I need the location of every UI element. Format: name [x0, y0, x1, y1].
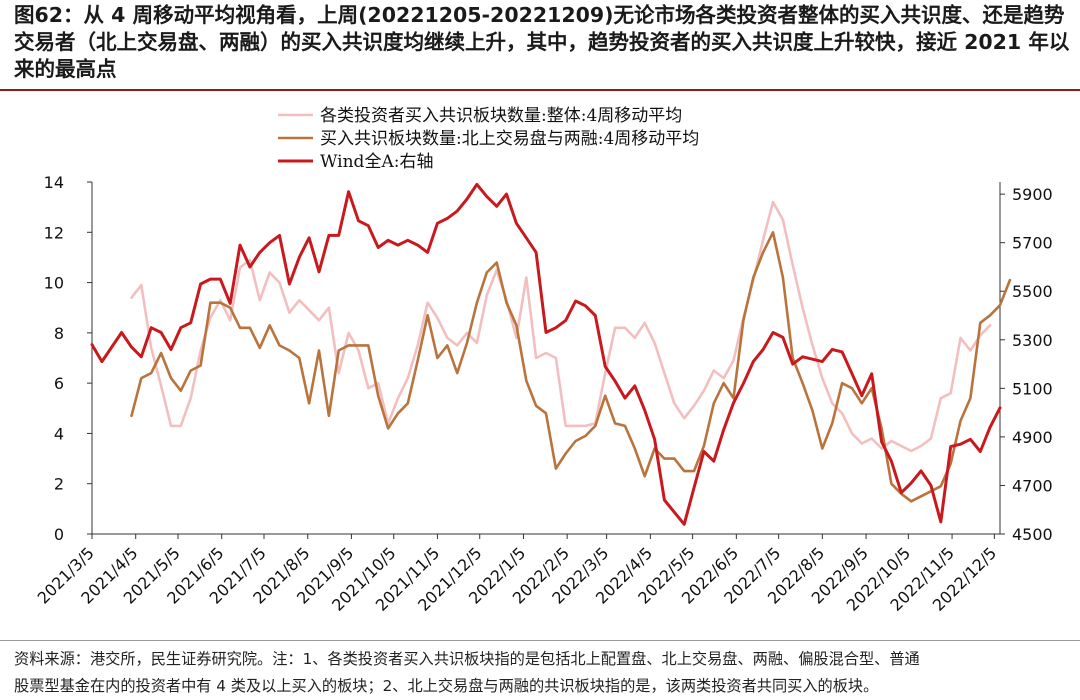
- legend: 各类投资者买入共识板块数量:整体:4周移动平均买入共识板块数量:北上交易盘与两融…: [278, 106, 699, 172]
- series-line-2: [130, 231, 1012, 503]
- series-line-1: [130, 200, 992, 453]
- left-axis-tick-label: 12: [44, 223, 64, 242]
- right-axis-tick-label: 4500: [1012, 525, 1053, 544]
- right-axis-tick-label: 5700: [1012, 234, 1053, 253]
- right-axis-tick-label: 5500: [1012, 282, 1053, 301]
- left-axis-tick-label: 0: [54, 525, 64, 544]
- right-axis-tick-label: 5900: [1012, 185, 1053, 204]
- left-axis-tick-label: 10: [44, 274, 64, 293]
- source-note: 资料来源：港交所，民生证券研究院。注：1、各类投资者买入共识板块指的是包括北上配…: [14, 646, 1074, 700]
- left-axis-tick-label: 2: [54, 475, 64, 494]
- legend-label-2: 买入共识板块数量:北上交易盘与两融:4周移动平均: [320, 129, 699, 149]
- series-layer: [90, 182, 1012, 526]
- source-line-2: 股票型基金在内的投资者中有 4 类及以上买入的板块；2、北上交易盘与两融的共识板…: [14, 677, 879, 695]
- chart-axes: 0 2 4 6 8 10 12 14 4500 4700 4900 5100 5300 5500 5700 5…: [34, 173, 1053, 615]
- right-axis-tick-label: 4900: [1012, 428, 1053, 447]
- source-line-1: 资料来源：港交所，民生证券研究院。注：1、各类投资者买入共识板块指的是包括北上配…: [14, 650, 920, 668]
- left-axis-tick-label: 8: [54, 324, 64, 343]
- left-axis-tick-label: 4: [54, 424, 64, 443]
- source-divider: [0, 640, 1080, 641]
- left-axis-tick-label: 6: [54, 374, 64, 393]
- left-axis-tick-label: 14: [44, 173, 64, 192]
- line-chart: 各类投资者买入共识板块数量:整体:4周移动平均买入共识板块数量:北上交易盘与两融…: [34, 106, 1053, 615]
- legend-label-1: 各类投资者买入共识板块数量:整体:4周移动平均: [320, 106, 682, 126]
- right-axis-tick-label: 4700: [1012, 476, 1053, 495]
- right-axis-tick-label: 5300: [1012, 331, 1053, 350]
- title-divider: [0, 89, 1080, 91]
- right-axis-tick-label: 5100: [1012, 379, 1053, 398]
- legend-label-3: Wind全A:右轴: [320, 152, 433, 172]
- series-line-3: [90, 182, 1002, 526]
- figure-title: 图62：从 4 周移动平均视角看，上周(20221205-20221209)无论…: [14, 3, 1070, 81]
